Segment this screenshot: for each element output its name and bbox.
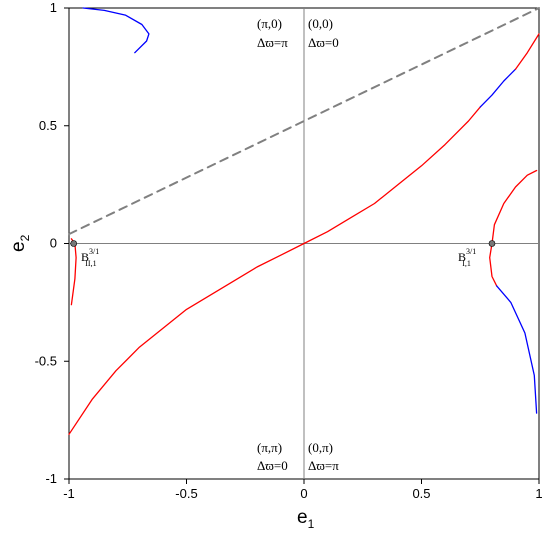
point-label-b-i: B3/1 I,1 [458, 247, 476, 268]
series-line-1 [303, 106, 481, 245]
quadrant-label-bottom-right-1: (0,π) [308, 440, 333, 455]
quadrant-label-bottom-right-2: Δϖ=π [308, 458, 339, 473]
y-tick-label: 1 [50, 0, 57, 15]
series-line-0 [68, 242, 305, 435]
y-tick-label: -0.5 [35, 353, 57, 368]
axes: -1 -0.5 0 0.5 1 -1 -0.5 0 0.5 1 [35, 0, 543, 501]
y-tick-label: 0 [50, 236, 57, 251]
series-line-3 [514, 33, 540, 70]
y-tick-label: 0.5 [39, 118, 57, 133]
y-axis-title: e2 [8, 234, 32, 252]
x-axis-title: e1 [297, 507, 315, 531]
series-line-5 [70, 238, 77, 306]
series-line-9 [68, 7, 540, 236]
series-line-2 [479, 68, 517, 108]
series-line-7 [489, 242, 498, 287]
x-tick-label: 0.5 [412, 486, 430, 501]
quadrant-label-bottom-left-1: (π,π) [257, 440, 282, 455]
quadrant-label-top-right-2: Δϖ=0 [308, 35, 339, 50]
x-tick-label: -1 [63, 486, 75, 501]
series-line-4 [82, 7, 150, 54]
x-tick-label: 1 [535, 486, 542, 501]
x-tick-label: -0.5 [175, 486, 197, 501]
bifurcation-point-1 [488, 240, 496, 247]
marks [70, 240, 496, 247]
series-line-6 [491, 169, 538, 245]
quadrant-label-top-left-1: (π,0) [257, 16, 282, 31]
bifurcation-point-0 [70, 240, 77, 247]
quadrant-label-bottom-left-2: Δϖ=0 [257, 458, 288, 473]
series-group [68, 7, 540, 435]
point-label-b-ii: B3/1 II,1 [81, 247, 99, 268]
series-line-8 [496, 285, 538, 414]
x-tick-label: 0 [300, 486, 307, 501]
quadrant-label-top-right-1: (0,0) [308, 16, 333, 31]
quadrant-label-top-left-2: Δϖ=π [257, 35, 288, 50]
y-tick-label: -1 [45, 471, 57, 486]
